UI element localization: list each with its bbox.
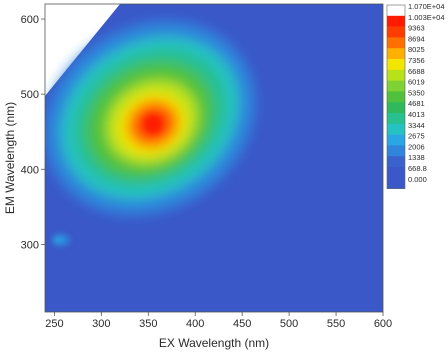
colorbar-label: 8025 — [408, 45, 425, 54]
colorbar-label: 2006 — [408, 142, 425, 151]
colorbar-label: 668.8 — [408, 164, 427, 173]
colorbar-label: 6019 — [408, 78, 425, 87]
x-tick-label: 550 — [327, 318, 345, 330]
colorbar-swatch — [387, 102, 405, 114]
colorbar-frame — [386, 4, 406, 189]
colorbar-swatch — [387, 80, 405, 92]
colorbar-swatch — [387, 123, 405, 135]
y-tick-label: 400 — [21, 164, 39, 176]
x-tick-label: 400 — [186, 318, 204, 330]
y-tick-label: 500 — [21, 89, 39, 101]
colorbar-swatch — [387, 37, 405, 49]
colorbar-label: 4681 — [408, 99, 425, 108]
colorbar-label: 8694 — [408, 34, 425, 43]
colorbar-swatch — [387, 177, 405, 189]
x-tick-label: 300 — [92, 318, 110, 330]
x-tick-label: 450 — [233, 318, 251, 330]
x-tick-label: 350 — [139, 318, 157, 330]
colorbar-label: 6688 — [408, 67, 425, 76]
colorbar-label: 1.003E+04 — [408, 13, 445, 22]
colorbar-label: 1.070E+04 — [408, 2, 445, 11]
colorbar-swatch — [387, 5, 405, 17]
x-tick-label: 250 — [45, 318, 63, 330]
colorbar-label: 7356 — [408, 56, 425, 65]
colorbar-swatch — [387, 59, 405, 71]
colorbar-swatch — [387, 26, 405, 38]
contour-fill — [45, 4, 256, 246]
colorbar-label: 9363 — [408, 24, 425, 33]
colorbar-label: 0.000 — [408, 175, 427, 184]
x-axis-title: EX Wavelength (nm) — [159, 336, 269, 350]
contour-level-peak — [144, 115, 162, 133]
plot-area — [44, 3, 384, 313]
unmeasured-region — [45, 4, 120, 96]
colorbar-label: 5350 — [408, 88, 425, 97]
colorbar-swatch — [387, 145, 405, 157]
colorbar-label: 2675 — [408, 132, 425, 141]
colorbar-label: 1338 — [408, 153, 425, 162]
y-axis: 300 400 500 600 — [21, 14, 45, 251]
colorbar-swatch — [387, 167, 405, 179]
colorbar-swatch — [387, 134, 405, 146]
x-tick-label: 500 — [280, 318, 298, 330]
colorbar-label: 3344 — [408, 121, 425, 130]
y-axis-title: EM Wavelength (nm) — [3, 102, 17, 214]
colorbar-swatch — [387, 48, 405, 60]
colorbar-swatch — [387, 156, 405, 168]
plot-frame — [44, 3, 384, 313]
secondary-peak-core — [54, 237, 62, 243]
x-axis: 250 300 350 400 450 500 550 600 — [45, 312, 392, 330]
x-tick-label: 600 — [374, 318, 392, 330]
colorbar-swatch — [387, 69, 405, 81]
colorbar-swatch — [387, 15, 405, 27]
y-tick-label: 300 — [21, 239, 39, 251]
colorbar-label: 4013 — [408, 110, 425, 119]
y-tick-label: 600 — [21, 14, 39, 26]
colorbar-swatch — [387, 113, 405, 125]
colorbar-swatch — [387, 91, 405, 103]
